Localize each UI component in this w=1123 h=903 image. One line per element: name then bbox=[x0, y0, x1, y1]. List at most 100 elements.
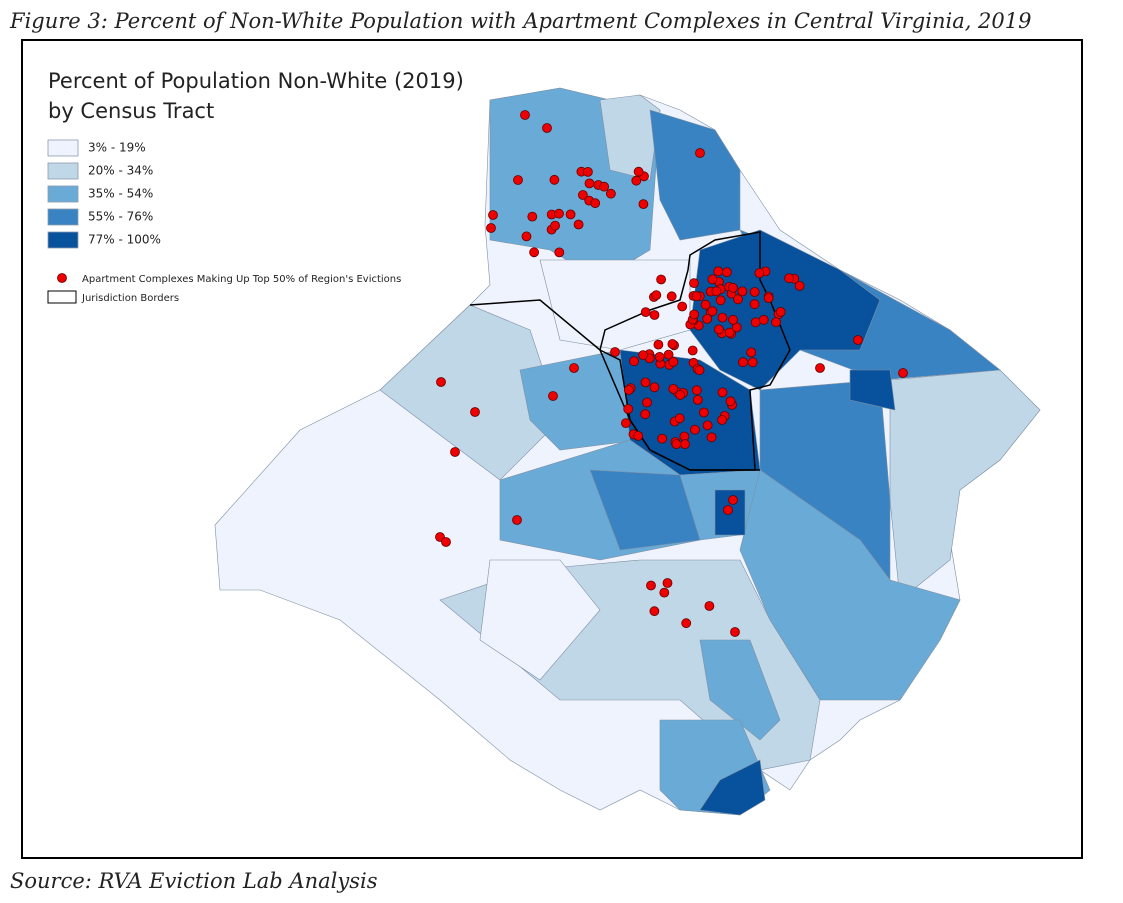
legend-border-symbol bbox=[47, 290, 77, 304]
apartment-complex bbox=[527, 211, 538, 222]
apartment-complex bbox=[675, 390, 686, 400]
apartment-complex bbox=[642, 397, 652, 408]
apartment-complex bbox=[794, 280, 805, 291]
legend-points-label: Apartment Complexes Making Up Top 50% of… bbox=[82, 274, 401, 285]
apartment-complex bbox=[606, 188, 616, 199]
legend-class-label: 3% - 19% bbox=[88, 141, 146, 155]
apartment-complex bbox=[815, 363, 825, 373]
apartment-complex bbox=[763, 293, 774, 304]
apartment-complex bbox=[549, 174, 560, 185]
legend-swatch bbox=[47, 139, 79, 157]
apartment-complex bbox=[775, 306, 786, 317]
tract-region bbox=[699, 639, 781, 741]
apartment-complex bbox=[717, 387, 728, 398]
apartment-complex bbox=[733, 294, 743, 305]
apartment-complex bbox=[656, 274, 666, 285]
apartment-complex bbox=[749, 299, 760, 310]
apartment-complex bbox=[640, 307, 651, 318]
legend-borders-label: Jurisdiction Borders bbox=[81, 293, 179, 304]
apartment-complex bbox=[638, 350, 648, 361]
apartment-complex bbox=[771, 317, 781, 328]
apartment-complex bbox=[470, 407, 480, 417]
legend-class-label: 20% - 34% bbox=[88, 164, 153, 178]
apartment-complex bbox=[436, 377, 446, 387]
apartment-complex bbox=[691, 385, 702, 396]
apartment-complex bbox=[649, 606, 660, 617]
apartment-complex bbox=[486, 223, 496, 233]
apartment-complex bbox=[784, 273, 794, 284]
apartment-complex bbox=[853, 335, 863, 345]
apartment-complex bbox=[654, 351, 665, 362]
apartment-complex bbox=[704, 601, 715, 611]
apartment-complex bbox=[653, 339, 664, 350]
apartment-complex bbox=[488, 210, 498, 220]
apartment-complex bbox=[687, 345, 698, 356]
apartment-complex bbox=[730, 627, 740, 637]
apartment-complex bbox=[707, 274, 718, 285]
apartment-complex bbox=[529, 247, 539, 258]
tract-region bbox=[589, 469, 701, 551]
apartment-complex bbox=[629, 356, 639, 367]
tract-region bbox=[479, 559, 601, 681]
apartment-complex bbox=[702, 420, 713, 431]
apartment-complex bbox=[520, 110, 530, 120]
apartment-complex bbox=[565, 209, 576, 220]
apartment-complex bbox=[569, 363, 579, 373]
apartment-complex bbox=[554, 208, 564, 219]
apartment-complex bbox=[550, 220, 560, 231]
apartment-complex bbox=[728, 314, 738, 325]
apartment-complex bbox=[713, 266, 724, 277]
apartment-complex bbox=[728, 282, 738, 293]
apartment-complex bbox=[707, 306, 718, 317]
apartment-complex bbox=[512, 515, 522, 525]
apartment-complex bbox=[690, 424, 700, 435]
apartment-complex bbox=[624, 385, 634, 395]
apartment-complex bbox=[657, 433, 668, 444]
apartment-complex bbox=[749, 287, 760, 297]
apartment-complex bbox=[671, 439, 682, 450]
apartment-complex bbox=[674, 413, 685, 424]
tract-region bbox=[539, 259, 691, 351]
apartment-complex bbox=[695, 148, 705, 158]
legend-point-symbol bbox=[57, 273, 67, 283]
apartment-complex bbox=[758, 314, 769, 325]
figure-caption: Figure 3: Percent of Non-White Populatio… bbox=[9, 9, 1032, 33]
legend-class-label: 35% - 54% bbox=[88, 187, 153, 201]
apartment-complex bbox=[711, 286, 722, 297]
apartment-complex bbox=[666, 291, 677, 302]
apartment-complex bbox=[521, 231, 532, 242]
apartment-complex bbox=[578, 190, 588, 200]
apartment-complex bbox=[631, 175, 642, 186]
apartment-complex bbox=[662, 578, 673, 588]
legend-swatch bbox=[47, 208, 79, 226]
apartment-complex bbox=[746, 347, 757, 358]
apartment-complex bbox=[554, 247, 565, 258]
apartment-complex bbox=[450, 447, 460, 457]
legend-title: Percent of Population Non-White (2019) bbox=[48, 69, 464, 93]
apartment-complex bbox=[724, 327, 735, 338]
figure-source: Source: RVA Eviction Lab Analysis bbox=[10, 869, 378, 893]
apartment-complex bbox=[663, 349, 674, 360]
jurisdiction-border bbox=[469, 299, 760, 471]
apartment-complex bbox=[717, 415, 727, 425]
apartment-complex bbox=[680, 439, 690, 450]
apartment-complex bbox=[692, 394, 703, 405]
apartment-complex bbox=[717, 312, 728, 323]
apartment-complex bbox=[702, 313, 713, 324]
apartment-complex bbox=[754, 268, 765, 279]
apartment-complex bbox=[667, 339, 678, 349]
apartment-complex bbox=[715, 295, 726, 306]
map bbox=[214, 87, 1041, 816]
apartment-complex bbox=[898, 368, 908, 378]
tract-region bbox=[889, 369, 1041, 601]
apartment-complex bbox=[659, 587, 670, 598]
apartment-complex bbox=[725, 396, 736, 407]
apartment-complex bbox=[681, 618, 692, 629]
apartment-complex bbox=[599, 181, 609, 192]
apartment-complex bbox=[441, 537, 451, 547]
apartment-complex bbox=[633, 166, 644, 177]
apartment-complex bbox=[548, 391, 558, 401]
apartment-complex bbox=[689, 309, 699, 320]
apartment-complex bbox=[668, 356, 679, 367]
apartment-complex bbox=[700, 299, 711, 310]
